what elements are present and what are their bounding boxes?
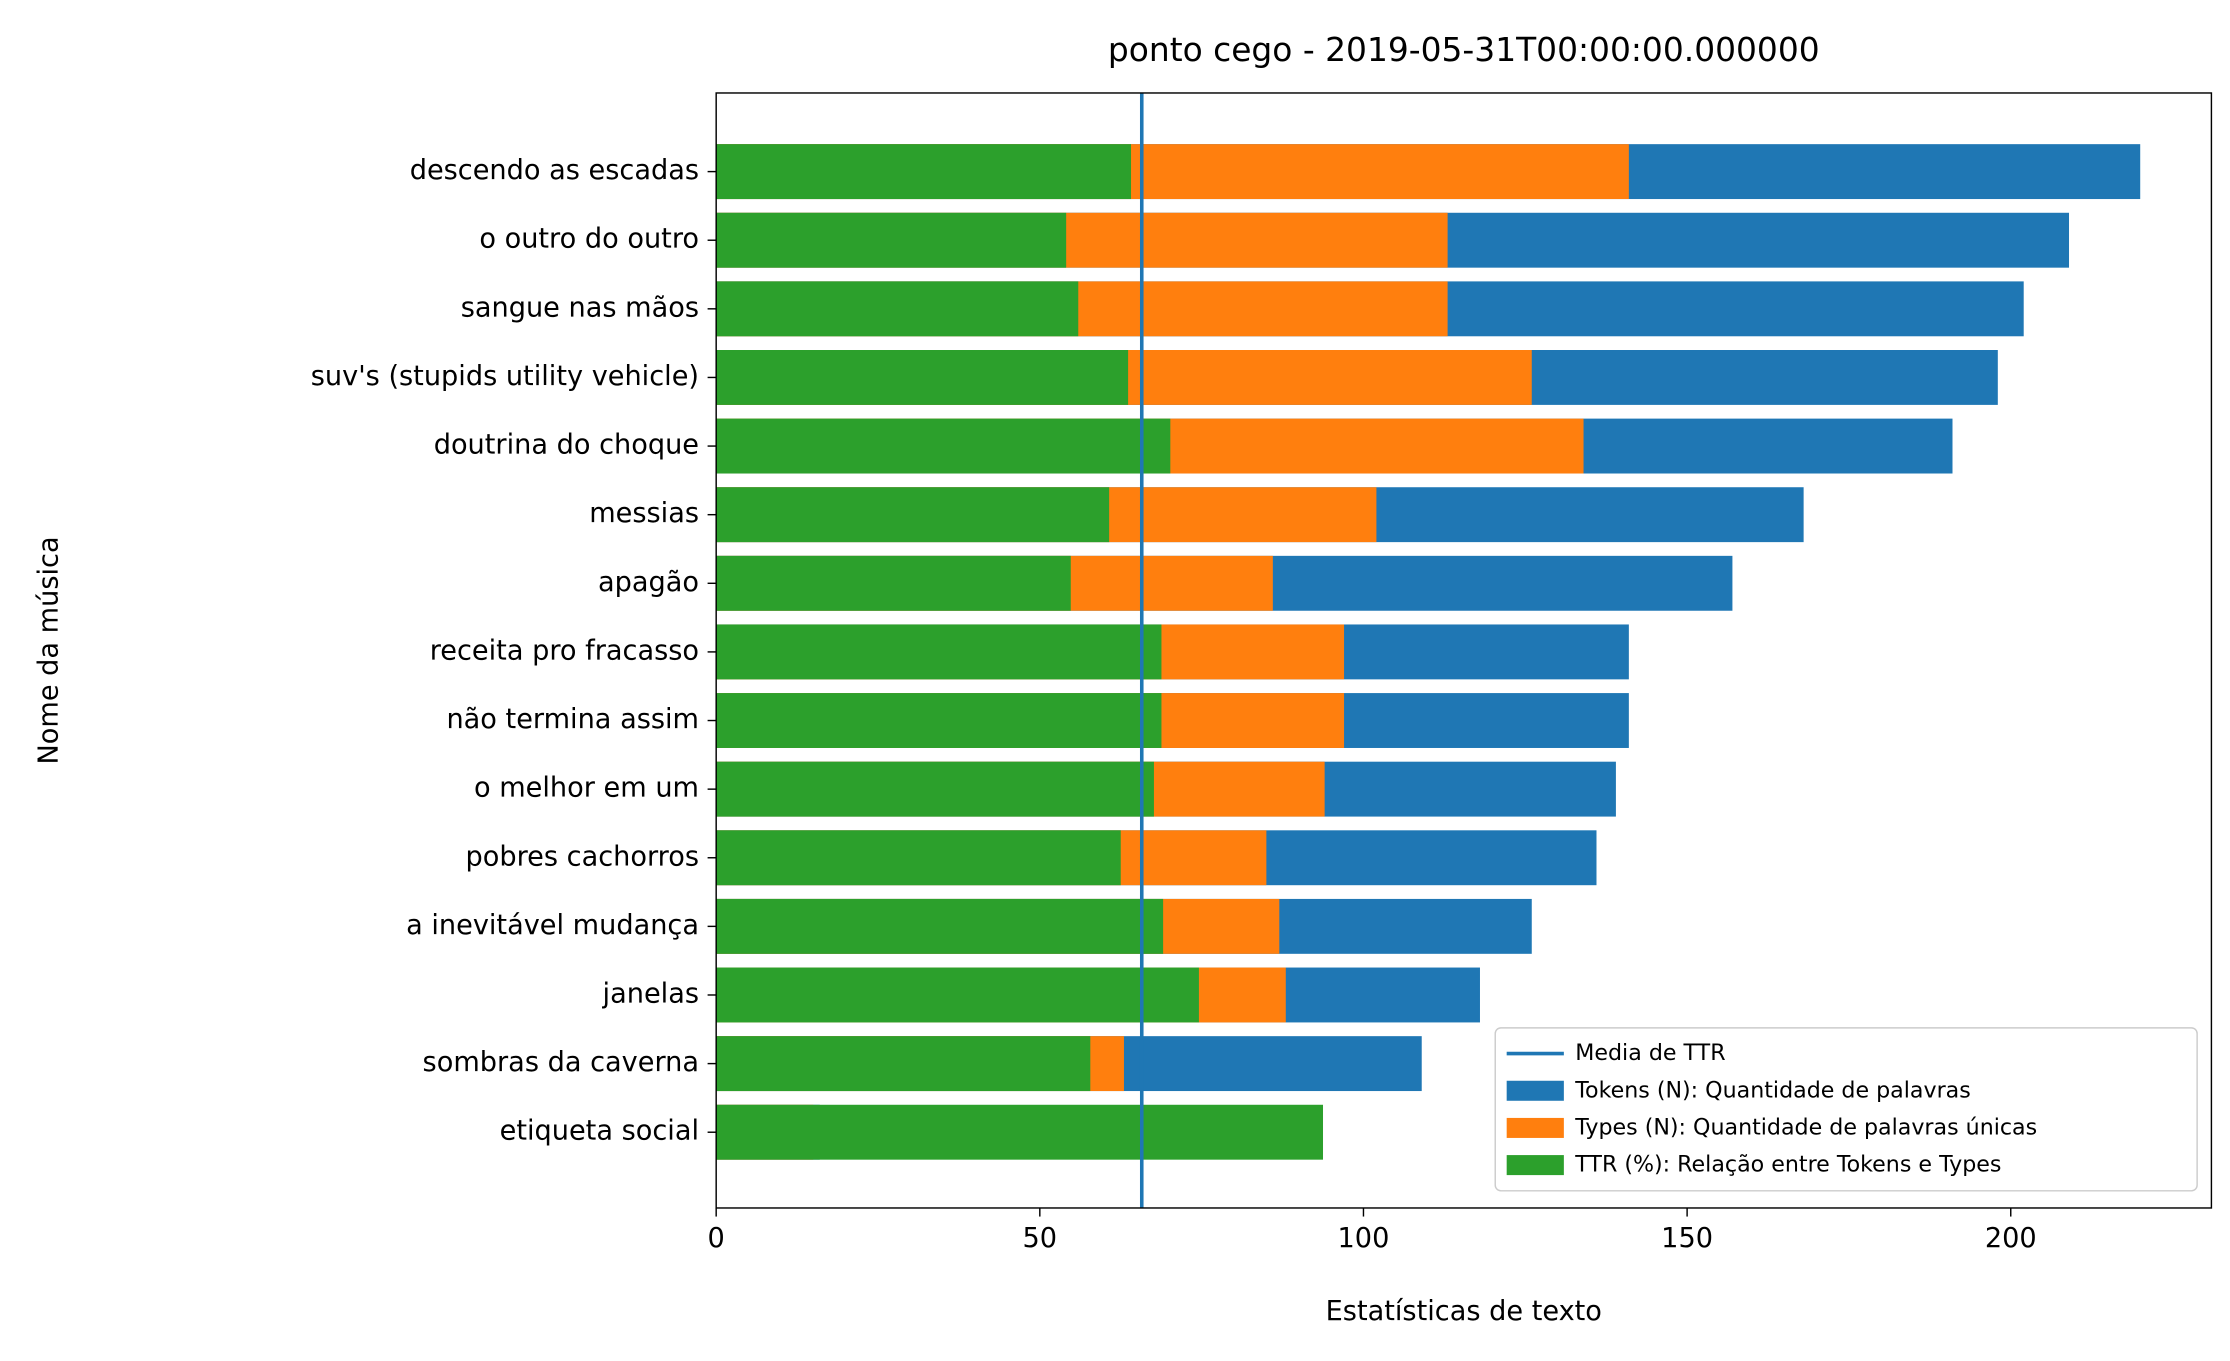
legend-label: Tokens (N): Quantidade de palavras <box>1574 1077 1971 1103</box>
y-tick-label: apagão <box>598 567 699 598</box>
y-tick-label: doutrina do choque <box>434 430 699 461</box>
x-tick-label: 100 <box>1338 1223 1390 1254</box>
x-tick-label: 200 <box>1985 1223 2037 1254</box>
legend-label: Media de TTR <box>1575 1040 1725 1066</box>
x-tick-label: 50 <box>1023 1223 1058 1254</box>
bar <box>716 212 1067 268</box>
legend-swatch <box>1506 1080 1564 1101</box>
bar <box>716 761 1154 817</box>
y-tick-label: sombras da caverna <box>423 1047 699 1078</box>
bar <box>716 1036 1091 1092</box>
y-tick-label: etiqueta social <box>500 1116 699 1147</box>
bar <box>716 830 1121 886</box>
bar <box>716 624 1162 680</box>
y-tick-label: o outro do outro <box>479 224 699 255</box>
x-axis-label: Estatísticas de texto <box>1326 1296 1602 1327</box>
chart-title: ponto cego - 2019-05-31T00:00:00.000000 <box>1108 30 1820 69</box>
bar <box>716 1104 1324 1160</box>
x-tick-label: 150 <box>1661 1223 1713 1254</box>
y-tick-label: o melhor em um <box>474 773 699 804</box>
y-tick-label: sangue nas mãos <box>461 292 699 323</box>
y-tick-label: pobres cachorros <box>466 841 699 872</box>
y-tick-label: suv's (stupids utility vehicle) <box>311 361 699 392</box>
bar <box>716 487 1110 543</box>
plot-frame <box>715 92 2213 1209</box>
bar <box>716 967 1199 1023</box>
bar <box>716 418 1171 474</box>
legend-label: Types (N): Quantidade de palavras únicas <box>1574 1114 2037 1140</box>
y-tick-label: não termina assim <box>446 704 699 735</box>
y-tick-label: janelas <box>602 978 699 1009</box>
bar <box>716 144 1132 200</box>
legend-swatch <box>1506 1117 1564 1138</box>
bar <box>716 693 1162 748</box>
y-axis-label: Nome da música <box>34 536 65 764</box>
legend-swatch <box>1506 1155 1564 1176</box>
y-tick-label: messias <box>589 498 699 529</box>
x-tick-label: 0 <box>708 1223 725 1254</box>
legend-label: TTR (%): Relação entre Tokens e Types <box>1574 1152 2001 1178</box>
y-tick-label: a inevitável mudança <box>406 910 699 941</box>
y-tick-label: descendo as escadas <box>410 155 699 186</box>
y-tick-label: receita pro fracasso <box>430 635 699 666</box>
bar <box>716 898 1164 954</box>
bar <box>716 555 1071 611</box>
bar <box>716 350 1129 405</box>
legend-box <box>1494 1027 2198 1192</box>
bar <box>716 281 1079 337</box>
